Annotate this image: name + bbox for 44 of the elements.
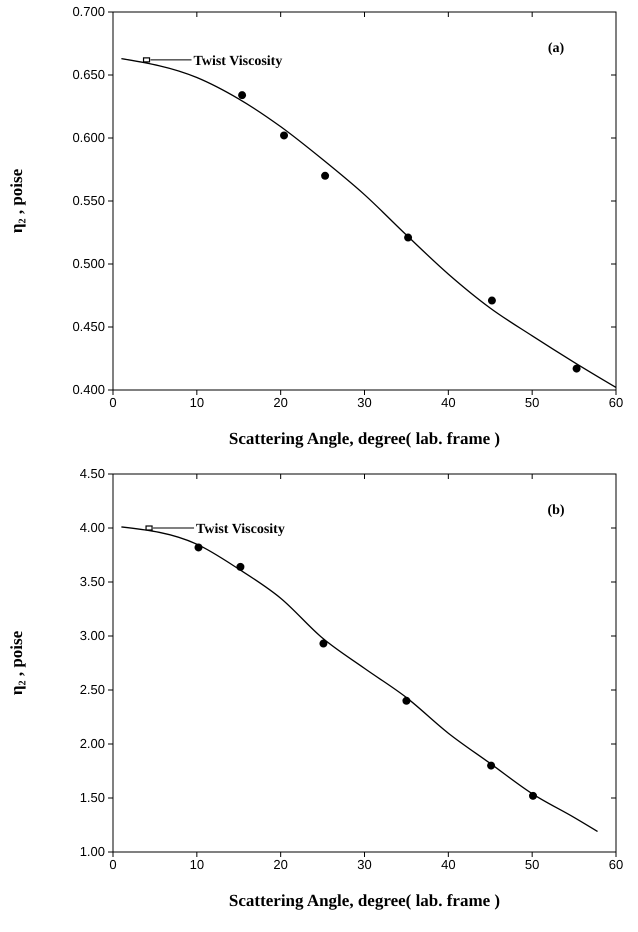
point (145, 525, 153, 531)
point (321, 172, 330, 180)
y-tick-label: 4.00 (80, 520, 105, 536)
x-tick-label: 60 (608, 395, 624, 410)
point (280, 131, 288, 140)
point (572, 364, 581, 373)
y-axis-title: η₂ , poise (7, 168, 26, 234)
y-tick-label: 0.550 (72, 193, 105, 208)
y-tick-label: 2.00 (80, 736, 105, 752)
y-tick-label: 0.650 (72, 67, 105, 82)
point (319, 640, 328, 648)
x-tick-label: 40 (441, 395, 456, 410)
y-axis-title: η₂ , poise (7, 630, 26, 696)
y-tick-label: 4.50 (80, 466, 105, 482)
x-tick-label: 20 (273, 857, 288, 872)
x-tick-label: 20 (273, 395, 288, 410)
x-tick-label: 30 (357, 395, 372, 410)
annotation: Twist Viscosity (194, 54, 282, 69)
x-tick-label: 10 (190, 395, 204, 410)
y-tick-label: 1.00 (80, 844, 105, 860)
annotation: (a) (548, 41, 564, 56)
x-tick-label: 10 (190, 857, 204, 872)
x-tick-label: 0 (109, 857, 117, 872)
annotation: (b) (547, 503, 565, 518)
x-axis-title: Scattering Angle, degree( lab. frame ) (228, 429, 500, 448)
annotation: Twist Viscosity (196, 522, 285, 537)
x-tick-label: 30 (357, 857, 372, 872)
y-tick-label: 3.50 (80, 574, 105, 590)
x-tick-label: 60 (608, 857, 624, 872)
x-tick-label: 0 (109, 395, 117, 410)
y-tick-label: 0.600 (72, 130, 105, 146)
y-tick-label: 0.450 (72, 319, 105, 334)
y-tick-label: 1.50 (80, 790, 105, 806)
point (488, 296, 496, 305)
y-tick-label: 0.400 (72, 382, 105, 398)
x-tick-label: 50 (524, 395, 540, 410)
x-tick-label: 50 (524, 857, 540, 872)
y-tick-label: 0.500 (72, 256, 105, 272)
point (238, 91, 246, 100)
y-tick-label: 0.700 (72, 4, 105, 20)
x-tick-label: 40 (441, 857, 456, 872)
x-axis-title: Scattering Angle, degree( lab. frame ) (228, 891, 500, 910)
y-tick-label: 3.00 (80, 628, 105, 644)
y-tick-label: 2.50 (80, 682, 105, 698)
